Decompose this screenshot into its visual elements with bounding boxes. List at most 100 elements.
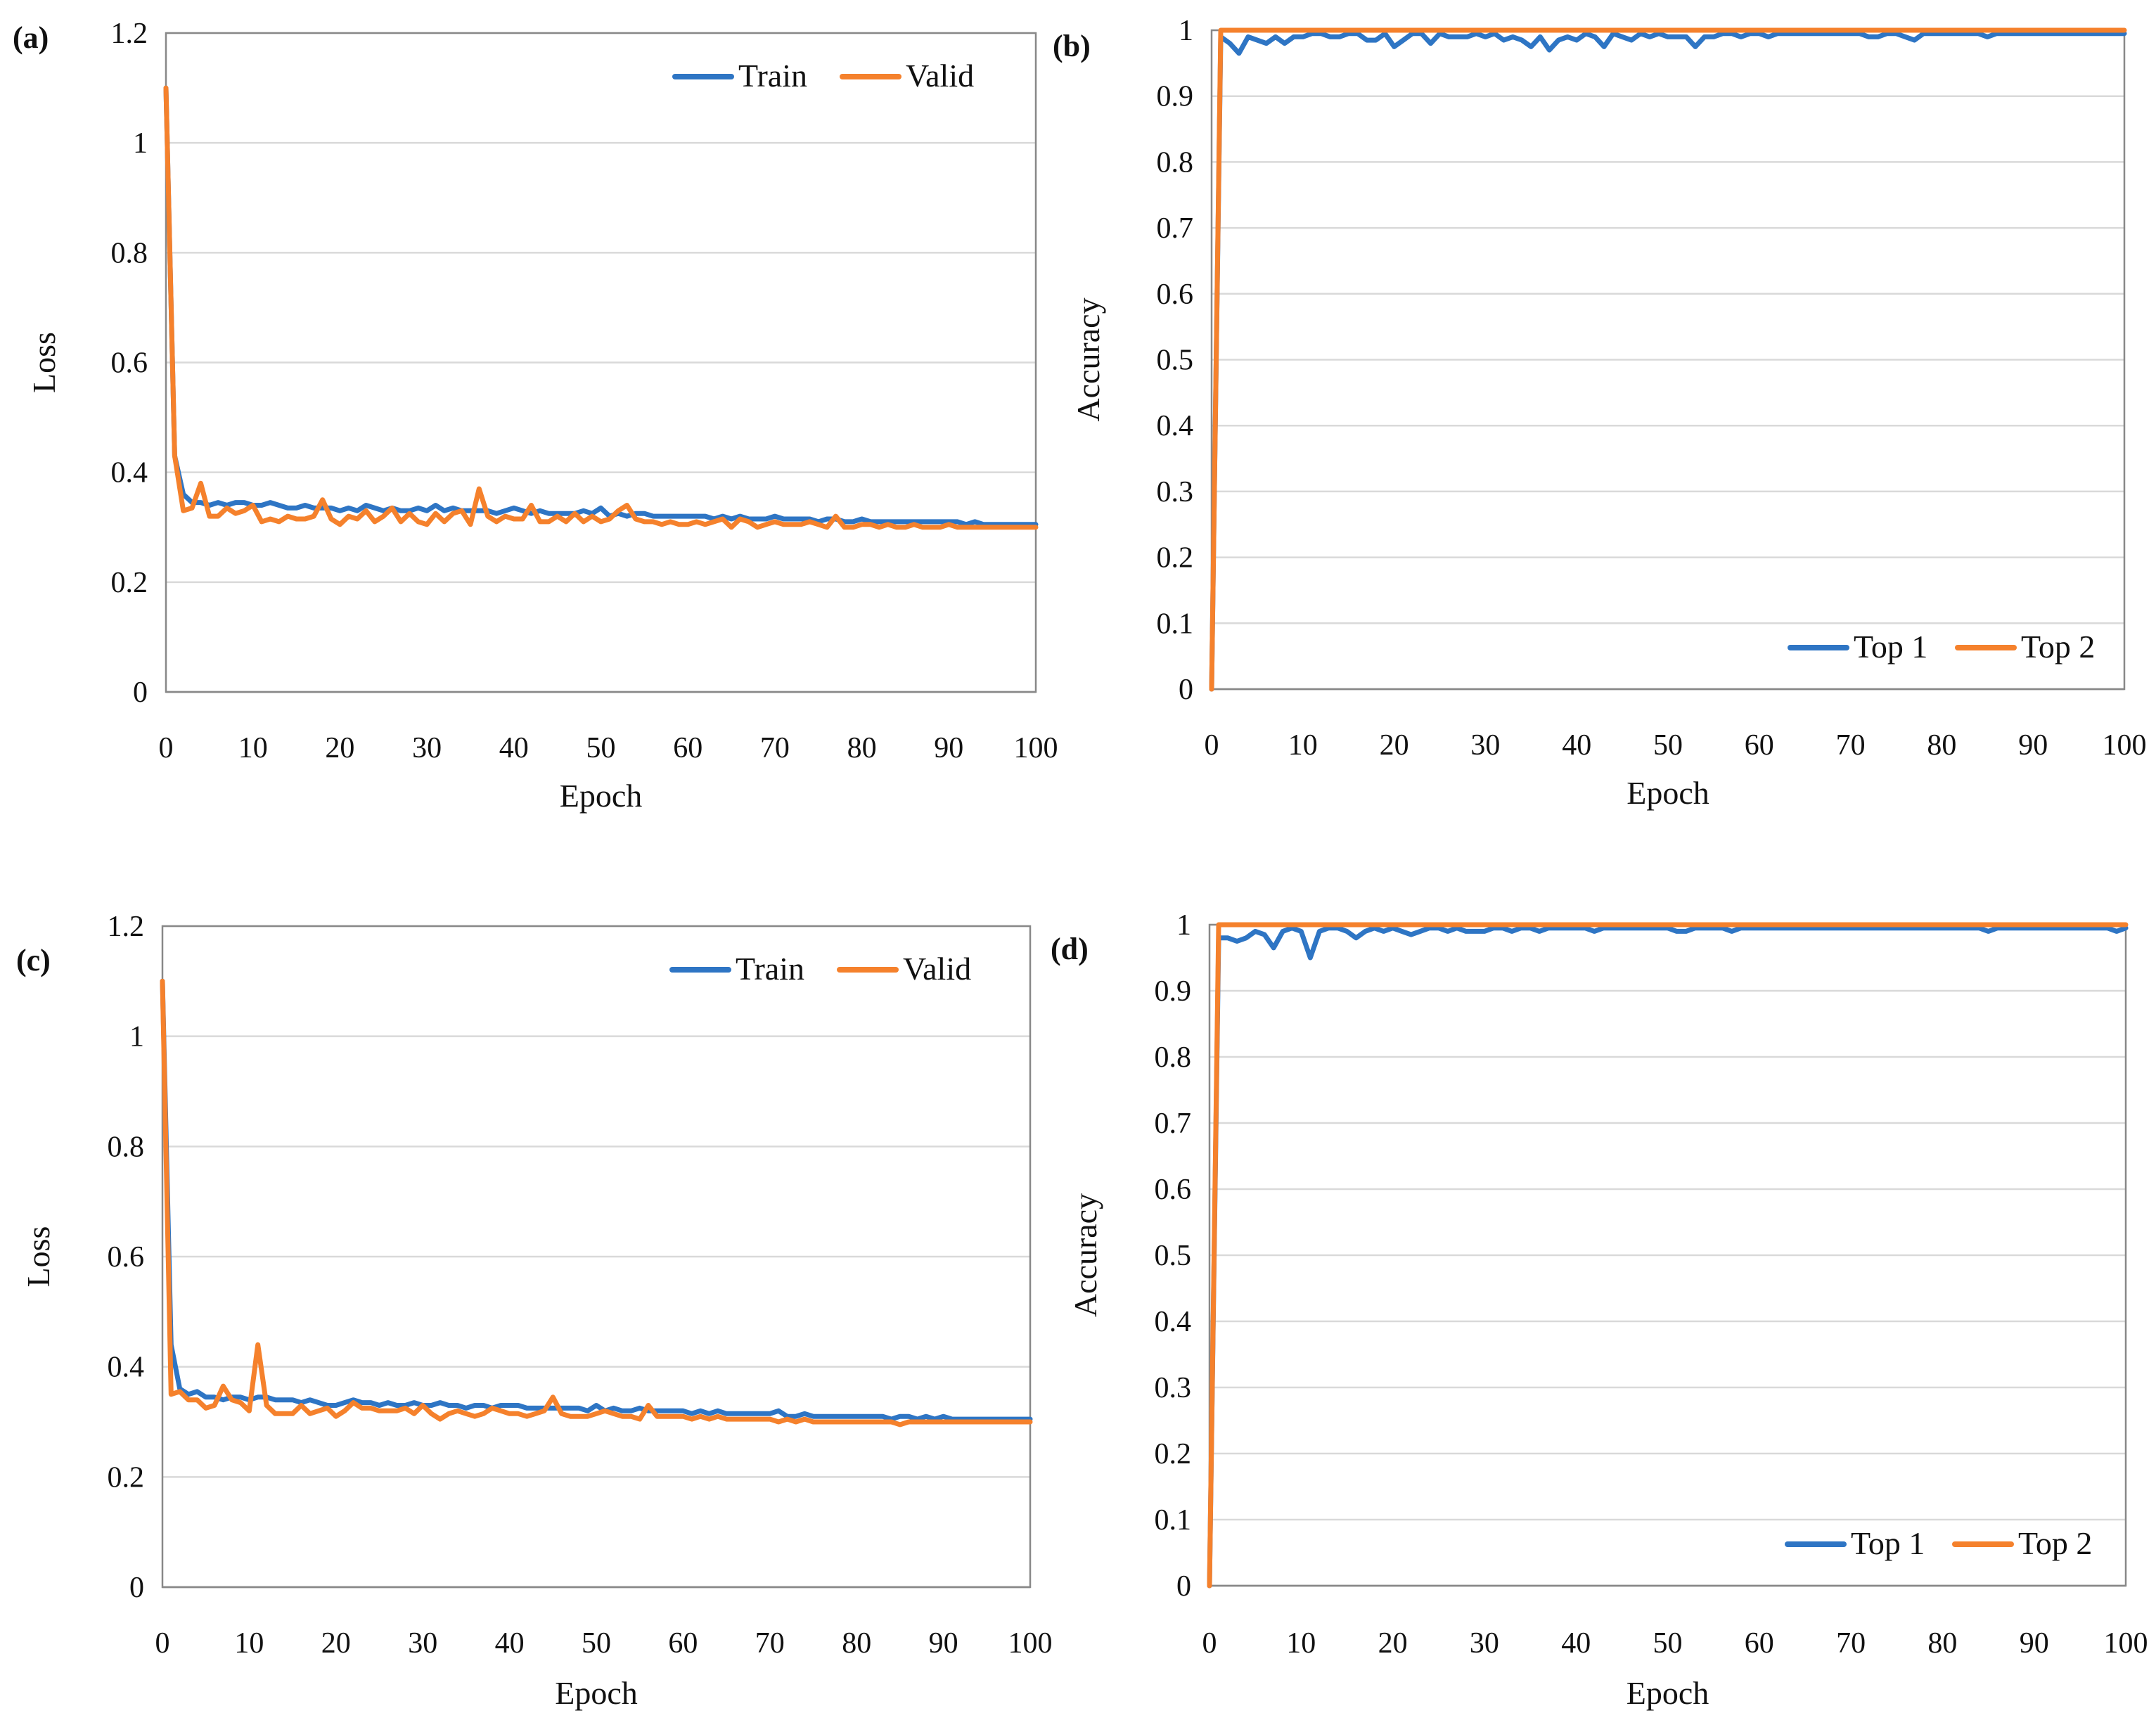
legend-label: Valid (903, 951, 971, 987)
series-line-train (163, 85, 1039, 527)
x-tick-label: 80 (842, 1627, 871, 1660)
y-tick-label: 0.9 (1155, 975, 1192, 1008)
x-tick-label: 0 (155, 1627, 170, 1660)
y-tick-label: 0.4 (108, 1352, 145, 1384)
series-line-top-2 (1207, 922, 2129, 1589)
x-tick-label: 80 (1927, 729, 1956, 762)
legend: Train Valid (669, 951, 971, 987)
chart-panel-b: 00.10.20.30.40.50.60.70.80.910 10 20 30 40 50… (1053, 15, 2147, 811)
y-tick-label: 0.8 (1155, 1041, 1192, 1074)
x-tick-label: 70 (1836, 1627, 1866, 1660)
x-tick-label: 50 (586, 732, 616, 764)
x-tick-label: 60 (673, 732, 702, 764)
x-tick-label: 90 (2020, 1627, 2049, 1660)
x-tick-label: 40 (495, 1627, 525, 1660)
x-axis-label: Epoch (560, 778, 643, 814)
chart-panel-c: 0 0.2 0.4 0.6 0.8 1 1.2 0 10 20 30 40 50 60 70 80 90 100 E… (16, 911, 1053, 1711)
y-tick-label: 1 (1179, 15, 1193, 47)
x-tick-label: 20 (321, 1627, 351, 1660)
y-tick-label: 0.2 (111, 567, 148, 599)
x-tick-label: 0 (1205, 729, 1219, 762)
x-tick-label: 90 (929, 1627, 958, 1660)
y-tick-label: 0.2 (1155, 1438, 1192, 1470)
legend: Top 1 Top 2 (1788, 629, 2095, 665)
x-tick-label: 100 (2104, 1627, 2148, 1660)
chart-panel-d: 00.10.20.30.40.50.60.70.80.910 10 20 30 40 50… (1051, 909, 2148, 1711)
y-axis-label: Accuracy (1070, 297, 1106, 421)
y-tick-label: 0.8 (108, 1131, 145, 1163)
x-tick-label: 50 (582, 1627, 611, 1660)
y-tick-label: 1.2 (108, 911, 145, 943)
y-tick-label: 0.7 (1157, 212, 1194, 245)
y-tick-label: 0.4 (1157, 410, 1194, 442)
x-tick-label: 10 (1286, 1627, 1316, 1660)
x-tick-label: 80 (1927, 1627, 1957, 1660)
x-tick-label: 90 (2018, 729, 2048, 762)
y-tick-label: 1 (133, 127, 148, 160)
x-axis-label: Epoch (1626, 775, 1709, 811)
y-tick-label: 0.2 (108, 1461, 145, 1494)
x-tick-label: 40 (1561, 1627, 1591, 1660)
legend-label: Valid (906, 58, 974, 94)
x-tick-label: 100 (1008, 1627, 1053, 1660)
legend-label: Top 1 (1854, 629, 1927, 665)
x-tick-label: 50 (1653, 729, 1683, 762)
x-tick-label: 20 (1380, 729, 1409, 762)
y-tick-label: 0.1 (1157, 608, 1194, 640)
y-tick-label: 0.2 (1157, 542, 1194, 575)
y-tick-label: 1 (129, 1021, 144, 1053)
y-tick-label: 0 (1179, 674, 1193, 706)
x-tick-label: 30 (408, 1627, 437, 1660)
x-tick-label: 40 (499, 732, 529, 764)
legend-label: Top 1 (1851, 1525, 1925, 1561)
y-tick-label: 0.4 (1155, 1306, 1192, 1338)
y-tick-label: 0 (1176, 1570, 1191, 1603)
x-tick-label: 60 (1745, 729, 1774, 762)
panel-label: (a) (13, 20, 49, 55)
x-tick-label: 10 (238, 732, 268, 764)
y-tick-label: 0 (133, 676, 148, 709)
x-tick-label: 10 (1288, 729, 1318, 762)
y-tick-label: 0.5 (1155, 1240, 1192, 1272)
series-line-top-2 (1209, 27, 2127, 692)
x-tick-label: 0 (1202, 1627, 1217, 1660)
x-tick-label: 70 (760, 732, 790, 764)
x-tick-label: 90 (934, 732, 963, 764)
y-tick-label: 1 (1176, 909, 1191, 942)
x-tick-label: 10 (234, 1627, 264, 1660)
y-axis-label: Loss (20, 1226, 56, 1288)
y-tick-label: 0.9 (1157, 81, 1194, 113)
y-axis-label: Loss (26, 332, 62, 393)
y-tick-label: 0.5 (1157, 345, 1194, 377)
x-tick-label: 50 (1653, 1627, 1683, 1660)
panel-label: (d) (1051, 932, 1089, 966)
x-tick-label: 20 (1378, 1627, 1408, 1660)
y-tick-label: 0.6 (1157, 278, 1194, 311)
x-tick-label: 30 (1470, 1627, 1499, 1660)
legend-label: Train (736, 951, 804, 987)
y-tick-label: 0.1 (1155, 1504, 1192, 1537)
y-tick-label: 0.8 (1157, 146, 1194, 179)
series-line-train (160, 978, 1033, 1422)
x-tick-label: 80 (847, 732, 877, 764)
chart-panel-a: 0 0.2 0.4 0.6 0.8 1 1.2 0 10 20 30 40 50 60 70 80 90 100 E… (13, 18, 1058, 814)
y-tick-label: 0.4 (111, 457, 148, 489)
x-tick-label: 20 (325, 732, 354, 764)
x-tick-label: 60 (668, 1627, 698, 1660)
x-axis-label: Epoch (555, 1675, 638, 1711)
y-tick-label: 0.3 (1157, 476, 1194, 508)
y-tick-label: 0 (129, 1572, 144, 1604)
legend: Train Valid (672, 58, 974, 94)
x-tick-label: 70 (1836, 729, 1866, 762)
series-line-valid (160, 978, 1033, 1428)
panel-label: (b) (1053, 29, 1091, 63)
panel-label: (c) (16, 943, 51, 977)
y-tick-label: 1.2 (111, 18, 148, 50)
y-axis-label: Accuracy (1067, 1193, 1103, 1317)
x-tick-label: 0 (159, 732, 174, 764)
y-tick-label: 0.8 (111, 237, 148, 269)
x-axis-label: Epoch (1626, 1675, 1709, 1711)
x-tick-label: 100 (2103, 729, 2147, 762)
legend-label: Top 2 (2021, 629, 2095, 665)
y-tick-label: 0.6 (108, 1241, 145, 1274)
